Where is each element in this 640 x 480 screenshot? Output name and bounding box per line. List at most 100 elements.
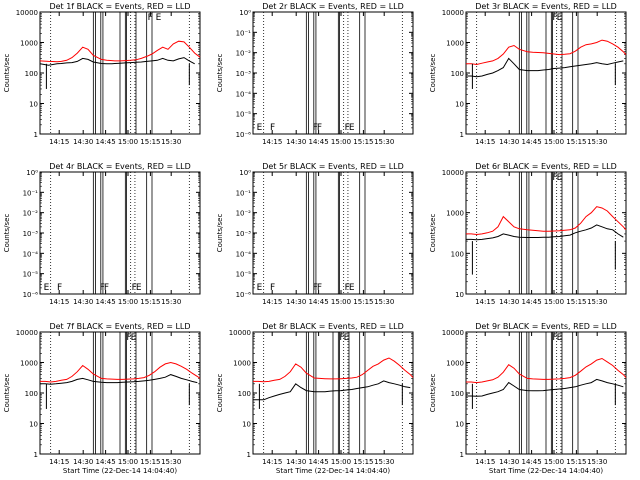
x-tick-label: 15:15 bbox=[140, 458, 160, 466]
y-tick-label: 10⁻³ bbox=[23, 230, 39, 238]
y-tick-label: 10⁰ bbox=[239, 169, 251, 177]
y-tick-label: 10⁻² bbox=[236, 50, 252, 58]
flag-label: F bbox=[339, 333, 344, 343]
lld-series-line bbox=[466, 206, 627, 236]
x-axis-label: Start Time (22-Dec-14 14:04:40) bbox=[63, 467, 177, 475]
y-tick-label: 10000 bbox=[16, 329, 38, 337]
y-tick-label: 100 bbox=[451, 250, 464, 258]
x-tick-label: 15:30 bbox=[374, 458, 394, 466]
x-tick-label: 15:00 bbox=[118, 138, 138, 146]
y-tick-label: 100 bbox=[451, 390, 464, 398]
flag-label: E bbox=[344, 333, 350, 343]
flag-label: F bbox=[57, 283, 62, 293]
x-tick-label: 15:30 bbox=[587, 138, 607, 146]
x-tick-label: 15:00 bbox=[118, 298, 138, 306]
y-tick-label: 10⁻¹ bbox=[236, 189, 252, 197]
detector-panel-6: Det 6r BLACK = Events, RED = LLD 10 100 100… bbox=[429, 162, 627, 306]
x-tick-label: 14:45 bbox=[96, 138, 116, 146]
y-tick-label: 1000 bbox=[446, 40, 464, 48]
lld-series-line bbox=[39, 40, 201, 63]
flag-label: E bbox=[257, 123, 263, 133]
events-series-line bbox=[40, 374, 198, 385]
x-tick-label: 14:15 bbox=[262, 298, 282, 306]
x-tick-label: 14:45 bbox=[522, 458, 542, 466]
y-tick-label: 10 bbox=[455, 291, 464, 299]
x-tick-label: 15:15 bbox=[353, 458, 373, 466]
y-tick-label: 10⁻⁴ bbox=[236, 250, 252, 258]
detector-panel-2: Det 2r BLACK = Events, RED = LLD 10⁻⁶ 10⁻⁵… bbox=[216, 2, 414, 146]
x-tick-label: 15:15 bbox=[353, 298, 373, 306]
flag-label: F bbox=[104, 283, 109, 293]
x-tick-label: 14:30 bbox=[286, 298, 306, 306]
x-tick-label: 15:15 bbox=[140, 298, 160, 306]
y-tick-label: 10⁻⁵ bbox=[236, 271, 252, 279]
flag-label: E bbox=[136, 283, 142, 293]
x-axis-label: Start Time (22-Dec-14 14:04:40) bbox=[489, 467, 603, 475]
y-axis-label: Counts/sec bbox=[216, 374, 224, 413]
x-tick-label: 15:00 bbox=[118, 458, 138, 466]
y-axis-label: Counts/sec bbox=[3, 374, 11, 413]
y-tick-label: 1 bbox=[34, 451, 38, 459]
y-tick-label: 10⁻¹ bbox=[236, 29, 252, 37]
detector-panel-5: Det 5r BLACK = Events, RED = LLD 10⁻⁶ 10⁻⁵… bbox=[216, 162, 414, 306]
flag-label: E bbox=[557, 333, 563, 343]
y-tick-label: 10000 bbox=[442, 169, 464, 177]
x-tick-label: 14:15 bbox=[475, 458, 495, 466]
x-tick-label: 15:15 bbox=[140, 138, 160, 146]
x-tick-label: 15:30 bbox=[374, 298, 394, 306]
y-tick-label: 10⁻⁵ bbox=[23, 271, 39, 279]
y-tick-label: 10⁻⁵ bbox=[236, 111, 252, 119]
panel-title: Det 9r BLACK = Events, RED = LLD bbox=[475, 322, 617, 331]
x-tick-label: 15:00 bbox=[544, 458, 564, 466]
x-tick-label: 14:15 bbox=[49, 138, 69, 146]
x-tick-label: 15:00 bbox=[544, 298, 564, 306]
x-tick-label: 14:45 bbox=[309, 138, 329, 146]
x-tick-label: 14:45 bbox=[96, 298, 116, 306]
flag-label: F bbox=[132, 283, 137, 293]
flag-label: F bbox=[270, 283, 275, 293]
y-tick-label: 1000 bbox=[446, 210, 464, 218]
lld-series-line bbox=[40, 361, 201, 383]
y-tick-label: 10⁰ bbox=[239, 9, 251, 17]
detector-panel-4: Det 4r BLACK = Events, RED = LLD 10⁻⁶ 10⁻⁵… bbox=[3, 162, 201, 306]
x-axis-label: Start Time (22-Dec-14 14:04:40) bbox=[276, 467, 390, 475]
y-tick-label: 1000 bbox=[20, 40, 38, 48]
y-tick-label: 100 bbox=[238, 390, 251, 398]
y-tick-label: 1000 bbox=[446, 360, 464, 368]
lld-series-line bbox=[253, 357, 414, 383]
events-series-line bbox=[466, 224, 624, 241]
flag-label: F bbox=[345, 283, 350, 293]
flag-label: F bbox=[552, 173, 557, 183]
x-tick-label: 14:45 bbox=[522, 298, 542, 306]
y-tick-label: 10⁻³ bbox=[236, 230, 252, 238]
y-tick-label: 10⁻⁶ bbox=[236, 291, 252, 299]
flag-label: F bbox=[552, 333, 557, 343]
y-axis-label: Counts/sec bbox=[3, 54, 11, 93]
x-tick-label: 15:30 bbox=[587, 458, 607, 466]
x-tick-label: 14:30 bbox=[286, 458, 306, 466]
y-tick-label: 10⁻³ bbox=[236, 70, 252, 78]
y-axis-label: Counts/sec bbox=[429, 374, 437, 413]
y-tick-label: 100 bbox=[25, 70, 38, 78]
y-tick-label: 10 bbox=[29, 101, 38, 109]
panel-title: Det 3r BLACK = Events, RED = LLD bbox=[475, 2, 617, 11]
x-tick-label: 15:15 bbox=[566, 298, 586, 306]
y-axis-label: Counts/sec bbox=[429, 54, 437, 93]
y-tick-label: 1 bbox=[34, 131, 38, 139]
x-tick-label: 15:30 bbox=[161, 458, 181, 466]
plot-frame bbox=[39, 171, 201, 295]
x-tick-label: 14:15 bbox=[475, 298, 495, 306]
y-axis-label: Counts/sec bbox=[216, 54, 224, 93]
y-tick-label: 10⁻¹ bbox=[23, 189, 39, 197]
flag-label: F bbox=[313, 283, 318, 293]
y-tick-label: 10⁻⁶ bbox=[23, 291, 39, 299]
y-tick-label: 10⁻² bbox=[23, 210, 39, 218]
detector-panel-7: Det 7f BLACK = Events, RED = LLD 1 10 100 10… bbox=[3, 322, 201, 475]
detector-panel-1: Det 1f BLACK = Events, RED = LLD 1 10 100 10… bbox=[3, 2, 201, 146]
panel-title: Det 8r BLACK = Events, RED = LLD bbox=[262, 322, 404, 331]
x-tick-label: 15:00 bbox=[331, 298, 351, 306]
x-tick-label: 14:15 bbox=[262, 138, 282, 146]
events-series-line bbox=[466, 57, 624, 78]
events-series-line bbox=[253, 380, 411, 401]
